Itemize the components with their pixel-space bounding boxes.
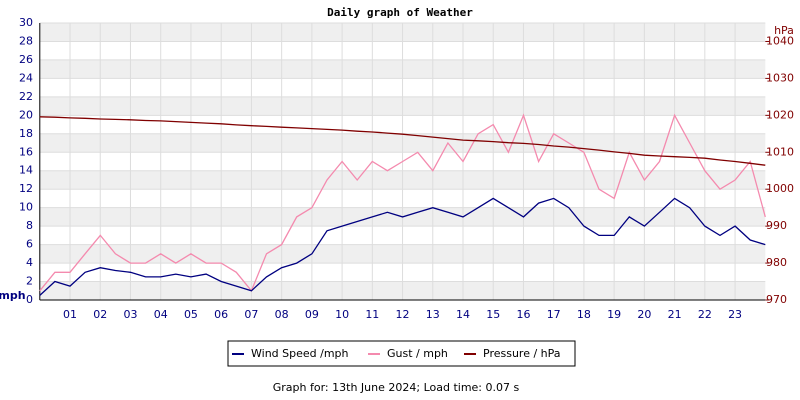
legend-label: Gust / mph bbox=[387, 347, 448, 360]
y2-tick-label: 1020 bbox=[766, 108, 794, 121]
x-tick-label: 19 bbox=[607, 308, 621, 321]
y-tick-label: 22 bbox=[19, 90, 33, 103]
y-tick-label: 10 bbox=[19, 201, 33, 214]
x-tick-label: 14 bbox=[456, 308, 470, 321]
y2-tick-label: 990 bbox=[766, 219, 787, 232]
y-tick-label: 12 bbox=[19, 182, 33, 195]
plot-area bbox=[39, 22, 770, 301]
x-tick-label: 21 bbox=[668, 308, 682, 321]
x-tick-label: 07 bbox=[244, 308, 258, 321]
y-tick-label: 14 bbox=[19, 164, 33, 177]
y2-tick-label: 1010 bbox=[766, 145, 794, 158]
x-tick-label: 08 bbox=[275, 308, 289, 321]
y2-tick-label: 1040 bbox=[766, 34, 794, 47]
y-tick-label: 26 bbox=[19, 53, 33, 66]
legend-label: Wind Speed /mph bbox=[251, 347, 349, 360]
y2-tick-label: 1030 bbox=[766, 71, 794, 84]
y-tick-label: 2 bbox=[26, 275, 33, 288]
series-line bbox=[39, 197, 766, 296]
y-tick-label: 18 bbox=[19, 127, 33, 140]
y-tick-label: 20 bbox=[19, 108, 33, 121]
x-tick-label: 06 bbox=[214, 308, 228, 321]
series-line bbox=[39, 116, 766, 166]
x-tick-label: 16 bbox=[516, 308, 530, 321]
x-tick-label: 02 bbox=[93, 308, 107, 321]
x-tick-label: 17 bbox=[547, 308, 561, 321]
series-line bbox=[39, 113, 766, 293]
y-tick-label: 30 bbox=[19, 16, 33, 29]
y-axis-label: mph bbox=[0, 289, 26, 302]
y2-tick-label: 980 bbox=[766, 256, 787, 269]
x-tick-label: 10 bbox=[335, 308, 349, 321]
x-tick-label: 18 bbox=[577, 308, 591, 321]
x-tick-label: 23 bbox=[728, 308, 742, 321]
x-tick-label: 05 bbox=[184, 308, 198, 321]
y-tick-label: 0 bbox=[26, 293, 33, 306]
y2-tick-label: 970 bbox=[766, 293, 787, 306]
y-tick-label: 4 bbox=[26, 256, 33, 269]
y-tick-label: 6 bbox=[26, 238, 33, 251]
legend-label: Pressure / hPa bbox=[483, 347, 561, 360]
y-tick-label: 16 bbox=[19, 145, 33, 158]
y-tick-label: 8 bbox=[26, 219, 33, 232]
x-tick-label: 03 bbox=[123, 308, 137, 321]
legend: Wind Speed /mph Gust / mph Pressure / hPa bbox=[232, 347, 561, 360]
x-tick-label: 22 bbox=[698, 308, 712, 321]
x-tick-label: 01 bbox=[63, 308, 77, 321]
y2-axis-label: hPa bbox=[774, 24, 794, 37]
x-tick-label: 15 bbox=[486, 308, 500, 321]
x-tick-label: 13 bbox=[426, 308, 440, 321]
footer: Graph for: 13th June 2024; Load time: 0.… bbox=[273, 381, 520, 394]
x-tick-label: 09 bbox=[305, 308, 319, 321]
y-tick-label: 24 bbox=[19, 71, 33, 84]
y2-tick-label: 1000 bbox=[766, 182, 794, 195]
legend-box bbox=[227, 340, 576, 367]
x-tick-label: 12 bbox=[396, 308, 410, 321]
y-tick-label: 28 bbox=[19, 34, 33, 47]
chart-title: Daily graph of Weather bbox=[327, 6, 473, 19]
x-tick-label: 20 bbox=[637, 308, 651, 321]
x-tick-label: 11 bbox=[365, 308, 379, 321]
x-tick-label: 04 bbox=[154, 308, 168, 321]
